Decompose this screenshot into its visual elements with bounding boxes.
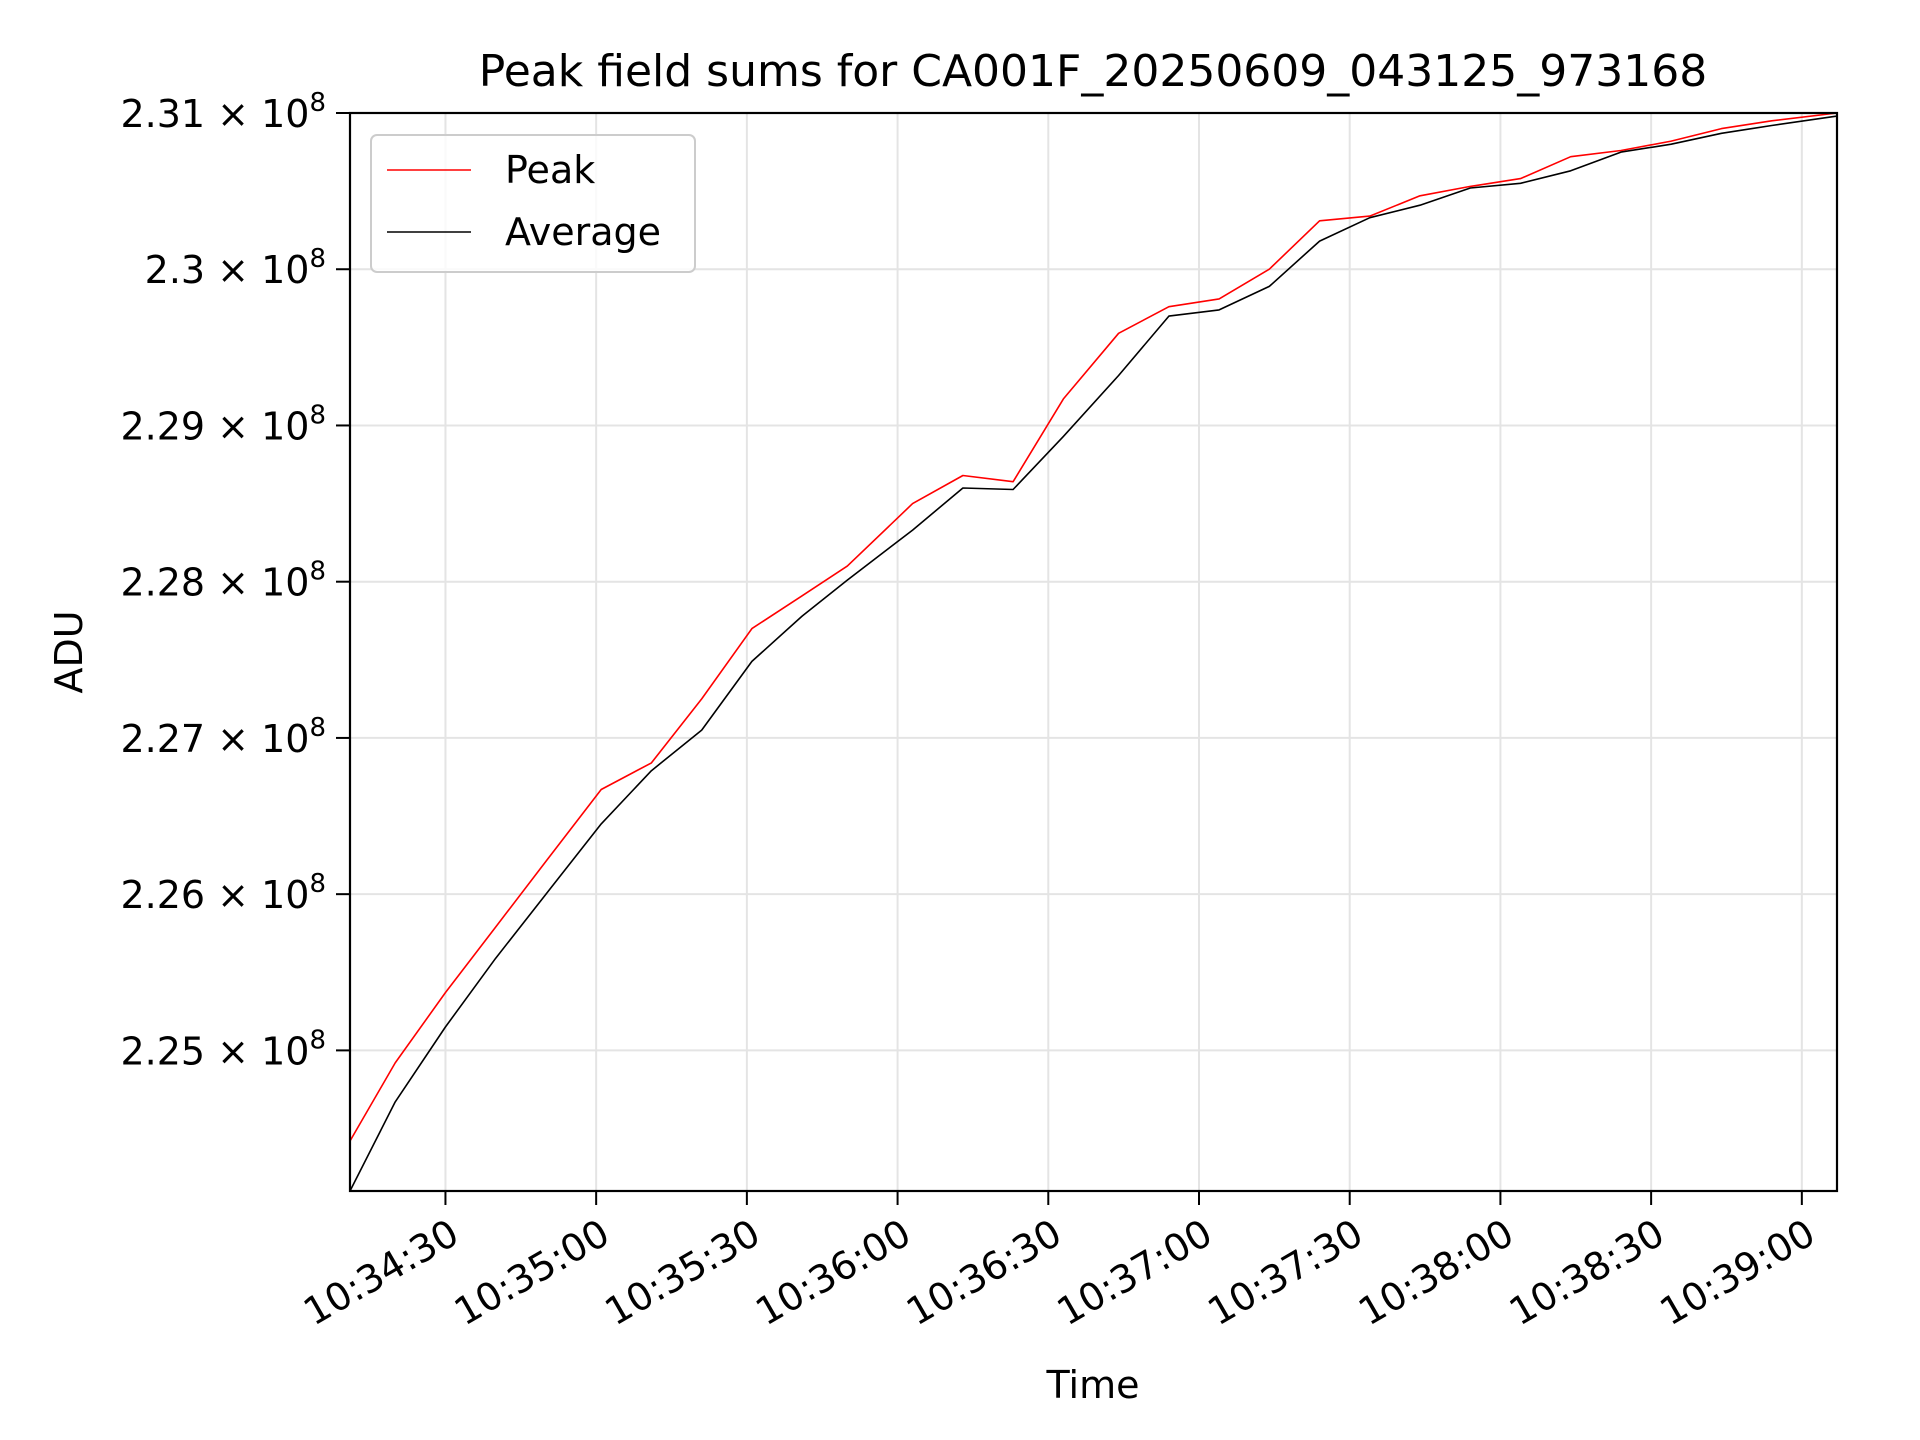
y-tick-label: 2.31 × 108 <box>120 88 326 136</box>
y-axis-label: ADU <box>47 610 91 693</box>
chart-title: Peak field sums for CA001F_20250609_0431… <box>479 46 1707 97</box>
legend: Peak Average <box>370 134 696 273</box>
legend-label-peak: Peak <box>505 148 595 192</box>
grid <box>350 112 1837 1191</box>
y-tick-label: 2.27 × 108 <box>120 713 326 761</box>
series-line-average <box>349 115 1838 1192</box>
legend-label-average: Average <box>505 210 661 254</box>
y-tick-label: 2.29 × 108 <box>120 400 326 448</box>
series-lines <box>349 112 1838 1192</box>
y-axis-ticks: 2.25 × 108 2.26 × 108 2.27 × 108 2.28 × 108… <box>120 88 350 1073</box>
y-tick-label: 2.26 × 108 <box>120 869 326 917</box>
y-tick-label: 2.25 × 108 <box>120 1025 326 1073</box>
y-tick-label: 2.3 × 108 <box>145 244 326 292</box>
x-axis-label: Time <box>1046 1363 1140 1407</box>
series-line-peak <box>349 112 1838 1142</box>
plot-frame <box>348 111 1839 1193</box>
y-tick-label: 2.28 × 108 <box>120 557 326 605</box>
